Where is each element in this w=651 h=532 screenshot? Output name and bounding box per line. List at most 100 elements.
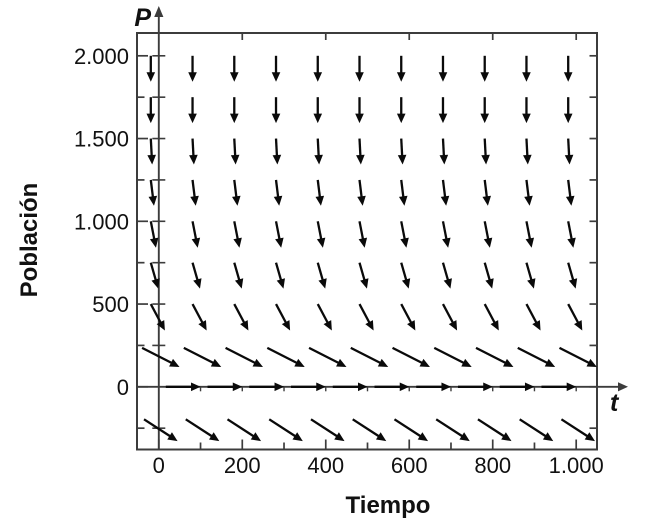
field-arrow-shaft: [352, 418, 382, 439]
y-tick-label: 1.500: [74, 127, 129, 152]
field-arrow-head: [240, 320, 249, 331]
field-arrow-head: [377, 358, 389, 367]
ticks-group: [137, 33, 597, 450]
field-arrow-shaft: [392, 346, 425, 365]
field-arrow-shaft: [441, 303, 455, 325]
field-arrow-shaft: [310, 418, 340, 439]
field-arrow-shaft: [316, 179, 322, 199]
field-arrow-head: [567, 237, 576, 248]
field-arrows-group: [141, 55, 597, 442]
field-arrow-shaft: [400, 221, 407, 242]
field-arrow-shaft: [149, 262, 158, 283]
field-arrow-head: [198, 320, 207, 331]
field-arrow-head: [440, 195, 450, 206]
field-arrow-shaft: [525, 221, 532, 242]
equilibrium-arrow-head: [441, 382, 451, 392]
field-arrow-shaft: [226, 418, 256, 439]
field-arrow-head: [401, 278, 411, 289]
field-arrow-head: [563, 72, 573, 82]
field-arrow-shaft: [441, 262, 450, 283]
field-arrow-shaft: [191, 303, 205, 325]
field-arrow-shaft: [233, 221, 240, 242]
field-arrow-shaft: [441, 138, 446, 158]
field-arrow-head: [314, 154, 323, 165]
field-arrow-head: [586, 358, 597, 367]
field-arrow-head: [193, 278, 202, 289]
field-arrow-shaft: [475, 346, 508, 365]
field-arrow-head: [396, 113, 406, 124]
field-arrow-head: [481, 154, 490, 165]
field-arrow-shaft: [316, 262, 325, 283]
field-arrow-shaft: [567, 221, 574, 242]
field-arrow-head: [271, 72, 281, 82]
field-arrow-head: [522, 113, 531, 124]
field-arrow-head: [407, 320, 416, 331]
field-arrow-shaft: [191, 179, 196, 199]
field-arrow-head: [167, 432, 178, 442]
field-arrow-head: [271, 113, 281, 124]
field-arrow-shaft: [567, 262, 575, 283]
field-arrow-shaft: [558, 346, 592, 365]
field-arrow-head: [276, 278, 285, 289]
field-arrow-shaft: [393, 418, 423, 439]
field-arrow-shaft: [483, 179, 489, 199]
field-arrow-head: [563, 113, 573, 124]
field-arrow-shaft: [525, 179, 530, 199]
field-arrow-head: [252, 358, 263, 367]
y-axis-symbol: P: [134, 4, 151, 32]
field-arrow-head: [229, 72, 239, 82]
field-arrow-head: [356, 154, 365, 165]
field-arrow-head: [525, 237, 535, 248]
field-arrow-head: [524, 195, 533, 206]
field-arrow-shaft: [316, 303, 330, 325]
field-arrow-head: [365, 320, 374, 331]
field-arrow-head: [191, 237, 201, 248]
field-arrow-head: [334, 432, 345, 442]
field-arrow-head: [188, 72, 197, 82]
field-arrow-shaft: [191, 262, 200, 283]
field-arrow-shaft: [358, 138, 362, 158]
x-tick-label: 800: [474, 453, 511, 478]
field-arrow-shaft: [191, 138, 195, 158]
field-arrow-shaft: [316, 221, 323, 242]
field-arrow-head: [564, 154, 574, 165]
field-arrow-head: [527, 278, 536, 289]
field-arrow-shaft: [567, 179, 572, 199]
field-arrow-head: [442, 237, 451, 248]
x-tick-label: 0: [153, 453, 165, 478]
axes-group: [137, 6, 628, 450]
equilibrium-arrow-head: [316, 382, 326, 392]
field-arrow-head: [358, 237, 368, 248]
field-arrow-head: [210, 358, 222, 367]
equilibrium-arrow-head: [274, 382, 285, 392]
field-arrow-head: [375, 432, 387, 442]
field-arrow-head: [501, 432, 512, 442]
field-arrow-head: [357, 195, 366, 206]
field-arrow-head: [443, 278, 452, 289]
x-tick-label: 200: [224, 453, 261, 478]
field-arrow-head: [568, 278, 578, 289]
field-arrow-shaft: [560, 418, 590, 439]
field-arrow-head: [234, 278, 244, 289]
field-arrow-shaft: [483, 138, 487, 158]
field-arrow-shaft: [233, 303, 247, 325]
field-arrow-head: [146, 113, 156, 124]
field-arrow-shaft: [358, 221, 365, 242]
field-arrow-shaft: [517, 346, 550, 365]
field-arrow-head: [313, 113, 323, 124]
field-arrow-head: [355, 72, 364, 82]
field-arrow-head: [490, 320, 499, 331]
field-arrow-head: [523, 154, 532, 165]
field-arrow-shaft: [141, 346, 174, 365]
y-axis-title: Población: [16, 183, 43, 298]
field-arrow-shaft: [225, 346, 258, 365]
field-arrow-head: [355, 113, 364, 124]
field-arrow-shaft: [567, 303, 581, 325]
field-arrow-head: [273, 195, 283, 206]
field-arrow-head: [190, 195, 199, 206]
field-arrow-head: [482, 195, 491, 206]
field-arrow-head: [313, 72, 323, 82]
field-arrow-shaft: [233, 262, 241, 283]
field-arrow-head: [323, 320, 332, 331]
